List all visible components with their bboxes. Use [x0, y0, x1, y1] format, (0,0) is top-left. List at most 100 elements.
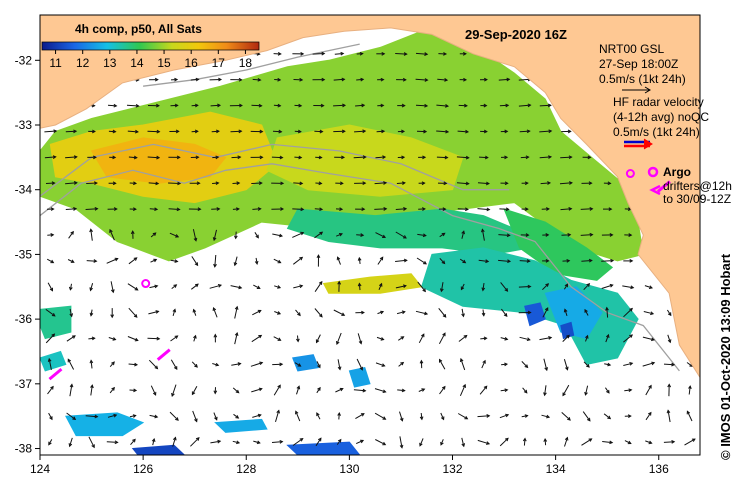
- current-arrow: [603, 413, 612, 420]
- current-arrow: [501, 362, 509, 367]
- current-arrow: [459, 258, 467, 264]
- current-arrow: [623, 259, 634, 263]
- current-arrow: [542, 233, 550, 237]
- current-arrow: [45, 181, 56, 186]
- land-layer: [40, 15, 700, 379]
- current-arrow: [688, 385, 692, 395]
- current-arrow: [274, 285, 282, 289]
- current-arrow: [499, 437, 509, 447]
- current-arrow: [128, 362, 139, 367]
- current-arrow: [313, 103, 325, 108]
- current-arrow: [440, 439, 444, 446]
- current-arrow: [230, 285, 243, 290]
- current-arrow: [292, 51, 305, 56]
- current-arrow: [209, 77, 223, 82]
- current-arrow: [47, 385, 54, 395]
- current-arrow: [542, 307, 549, 318]
- current-arrow: [191, 103, 199, 108]
- current-arrow: [254, 257, 259, 265]
- current-arrow: [419, 438, 424, 447]
- current-arrow: [355, 310, 365, 315]
- current-arrows: [44, 51, 697, 449]
- legend-hf-line-3: 0.5m/s (1kt 24h): [613, 125, 700, 139]
- current-arrow: [623, 362, 634, 366]
- current-arrow: [499, 103, 510, 108]
- current-arrow: [193, 334, 197, 342]
- current-arrow: [271, 155, 284, 160]
- current-arrow: [396, 77, 407, 82]
- current-arrow: [172, 436, 177, 447]
- current-arrow: [192, 308, 197, 316]
- current-arrow: [624, 414, 632, 419]
- current-arrow: [437, 181, 448, 186]
- current-arrow: [85, 414, 99, 419]
- current-arrow: [295, 410, 301, 422]
- current-arrow: [68, 230, 74, 239]
- current-arrow: [438, 332, 446, 345]
- current-arrow: [151, 437, 156, 446]
- current-arrow: [355, 103, 366, 108]
- current-arrow: [148, 181, 160, 186]
- current-arrow: [355, 439, 365, 445]
- current-arrow: [461, 437, 466, 448]
- current-arrow: [312, 51, 326, 56]
- y-tick-label: -36: [15, 312, 33, 326]
- current-arrow: [128, 307, 138, 318]
- current-arrow: [333, 103, 347, 108]
- current-arrow: [273, 103, 282, 108]
- current-arrow: [65, 181, 78, 185]
- current-arrow: [399, 436, 404, 449]
- sst-patch-south-cyan: [348, 367, 371, 388]
- current-arrow: [190, 437, 200, 447]
- drifter-legend-icon: [649, 184, 661, 196]
- current-arrow: [149, 284, 159, 289]
- current-arrow: [499, 207, 510, 212]
- colorbar-tick-label: 15: [157, 56, 171, 70]
- current-arrow: [275, 409, 280, 423]
- current-arrow: [375, 155, 387, 160]
- current-arrow: [212, 307, 218, 318]
- current-arrow: [148, 359, 159, 370]
- colorbar-tick-label: 11: [49, 56, 62, 70]
- drifter-track-marker: [48, 367, 63, 381]
- current-arrow: [415, 78, 429, 82]
- current-arrow: [397, 155, 406, 160]
- current-arrow: [518, 103, 532, 108]
- current-arrow: [108, 181, 117, 186]
- current-arrow: [108, 129, 117, 134]
- sst-patch-west-green-b: [40, 350, 67, 372]
- current-arrow: [65, 155, 78, 160]
- current-arrow: [210, 103, 222, 108]
- current-arrow: [415, 103, 429, 108]
- current-arrow: [90, 384, 94, 396]
- current-arrow: [106, 257, 119, 264]
- current-arrow: [684, 438, 696, 446]
- current-arrow: [295, 335, 300, 343]
- current-arrow: [336, 256, 341, 265]
- current-arrow: [477, 439, 491, 445]
- current-arrow: [252, 77, 262, 82]
- current-arrow: [250, 129, 264, 134]
- current-arrow: [47, 357, 52, 370]
- current-arrow: [316, 361, 321, 369]
- current-arrow: [252, 413, 262, 418]
- current-arrow: [543, 437, 548, 446]
- current-arrow: [107, 207, 118, 211]
- current-arrow: [543, 358, 548, 372]
- current-arrow: [109, 155, 117, 160]
- current-arrow: [374, 388, 387, 393]
- current-arrow: [601, 283, 614, 289]
- current-arrow: [417, 281, 426, 293]
- current-arrow: [419, 359, 424, 369]
- current-arrow: [231, 362, 242, 366]
- current-arrow: [539, 103, 552, 108]
- current-arrow: [168, 155, 181, 160]
- current-arrow: [314, 280, 323, 292]
- x-tick-label: 136: [649, 462, 669, 476]
- current-arrow: [481, 228, 485, 241]
- sst-patch-south-cyan-b: [292, 354, 320, 372]
- current-arrow: [416, 257, 427, 265]
- current-arrow: [663, 440, 676, 444]
- current-arrow: [127, 336, 139, 342]
- current-arrow: [106, 440, 119, 445]
